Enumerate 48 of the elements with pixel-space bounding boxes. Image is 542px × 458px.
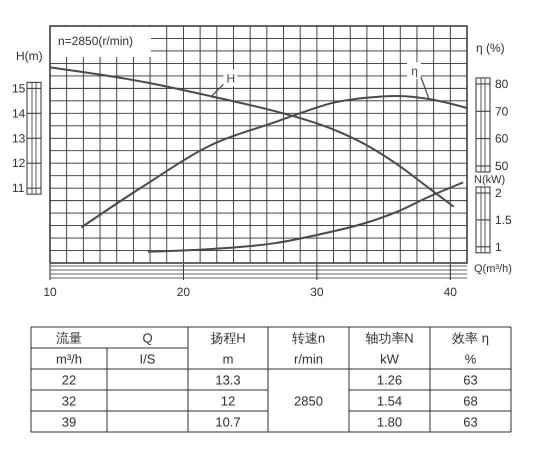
text: 10.7: [215, 414, 241, 430]
text: 效率 η: [452, 330, 489, 346]
y3-tick-label: 1.5: [495, 212, 512, 227]
y2-axis-title: η (%): [476, 41, 505, 55]
text: 轴功率N: [365, 330, 414, 346]
text: Q: [142, 330, 153, 346]
x-tick-label: 20: [176, 285, 190, 299]
text: 22: [62, 372, 76, 388]
text: 扬程H: [210, 330, 246, 346]
text: 12: [220, 394, 236, 408]
text: 1.54: [376, 394, 402, 408]
text: r/min: [294, 352, 323, 366]
series-label: η: [411, 64, 418, 78]
text: m³/h: [56, 352, 82, 366]
y-tick-label: 12: [12, 156, 26, 170]
text: 63: [463, 414, 478, 430]
text: 68: [463, 394, 478, 408]
series-label: H: [226, 71, 236, 86]
y-axis-title: H(m): [16, 49, 43, 63]
y-tick-label: 13: [12, 131, 26, 146]
y2-tick-label: 60: [495, 132, 509, 146]
x-tick-label: 30: [310, 285, 324, 299]
text: m: [222, 352, 234, 366]
y2-tick-label: 70: [495, 104, 509, 118]
y-tick-label: 14: [12, 106, 26, 120]
x-axis-title: Q(m³/h): [474, 263, 512, 275]
text: 32: [62, 394, 76, 408]
text: %: [464, 352, 477, 366]
text: 13.3: [215, 372, 241, 388]
y3-tick-label: 2: [495, 186, 502, 200]
text: 转速n: [292, 330, 326, 346]
y3-tick-label: 1: [495, 240, 502, 254]
x-tick-label: 10: [43, 285, 57, 299]
text: 2850: [294, 394, 323, 408]
text: I/S: [140, 352, 156, 366]
y3-axis-title: N(kW): [474, 174, 506, 186]
text: 1.26: [376, 372, 402, 388]
text: 1.80: [376, 414, 402, 430]
y2-tick-label: 80: [495, 76, 509, 91]
text: kW: [380, 352, 400, 366]
y-tick-label: 15: [12, 81, 26, 96]
y-tick-label: 11: [12, 181, 25, 196]
annotation: n=2850(r/min): [58, 34, 134, 48]
text: 流量: [56, 330, 82, 346]
x-tick-label: 40: [444, 285, 458, 299]
text: 63: [463, 372, 478, 388]
y2-tick-label: 50: [495, 158, 509, 173]
text: 39: [62, 414, 76, 430]
